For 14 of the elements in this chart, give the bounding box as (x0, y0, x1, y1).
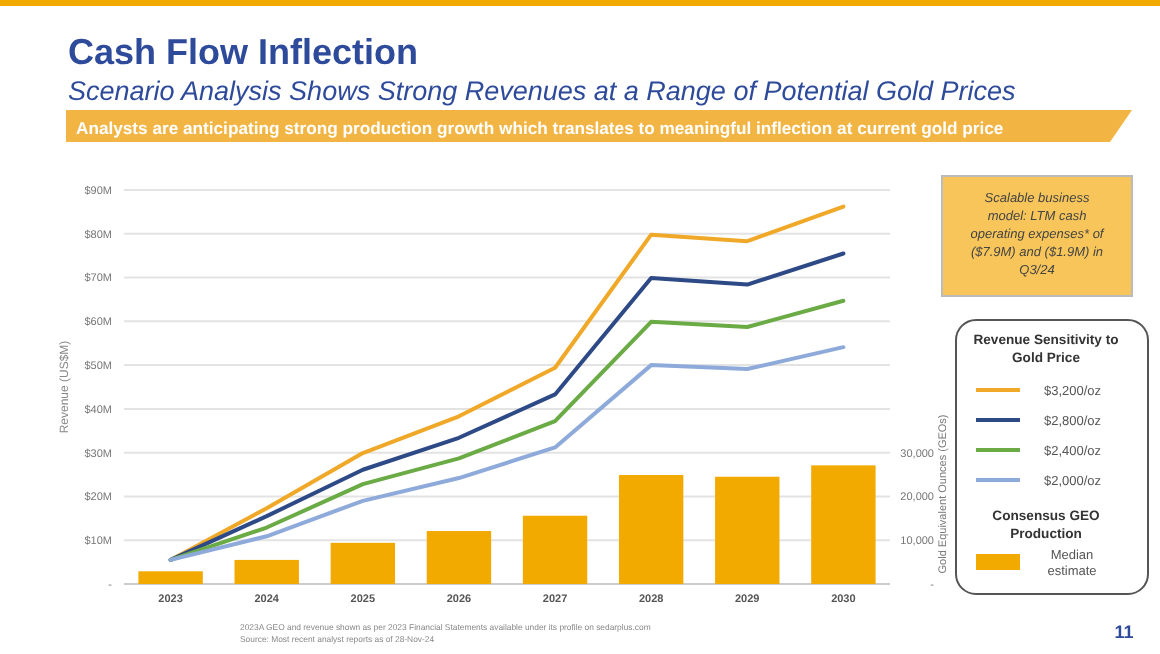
bar (715, 476, 780, 584)
text: Analysts are anticipating strong production growth which translates to meaningful inflection at current gold price (76, 118, 1004, 138)
bar (618, 474, 684, 584)
line-series (168, 345, 846, 562)
bar (426, 531, 492, 584)
bar (234, 559, 299, 584)
chart-title: Cash Flow Inflection (68, 32, 419, 72)
text: 11 (1114, 622, 1134, 642)
line-series (168, 298, 846, 562)
chart-subtitle: Scenario Analysis Shows Strong Revenues at a Range of Potential Gold Prices (68, 76, 1017, 106)
bar (811, 465, 876, 584)
bar (330, 542, 396, 584)
bar (138, 571, 203, 584)
bar (522, 515, 588, 584)
